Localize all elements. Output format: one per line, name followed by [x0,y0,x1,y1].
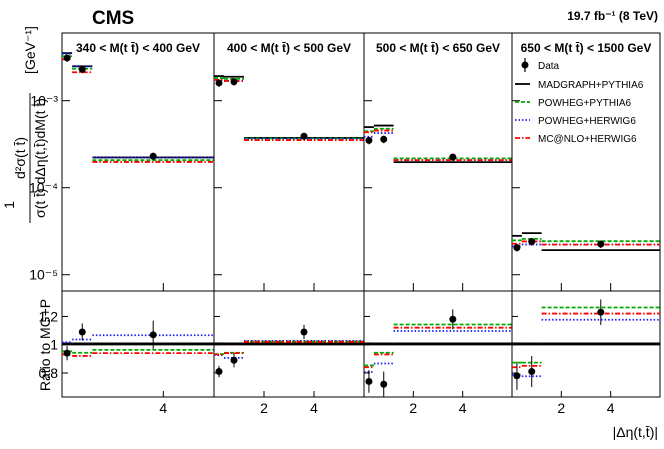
ratio-point [513,372,521,380]
upper-panel-frame [511,32,661,292]
experiment-label: CMS [92,8,134,29]
data-point [63,54,71,62]
luminosity-label: 19.7 fb⁻¹ (8 TeV) [567,9,658,23]
legend-mh-label: MC@NLO+HERWIG6 [538,134,637,145]
lower-y-tick-label: 0.8 [39,365,59,381]
ratio-point [63,349,71,357]
lower-y-tick-label: 1.2 [39,308,59,324]
legend-ph-label: POWHEG+HERWIG6 [538,116,636,127]
data-point [365,136,373,144]
ratio-point [300,328,308,336]
x-tick-label: 2 [260,400,268,416]
data-point [230,78,238,86]
x-tick-label: 4 [459,400,467,416]
data-point [528,238,536,246]
panel-label: 650 < M(t t̄) < 1500 GeV [521,41,652,55]
data-point [78,65,86,73]
data-point [215,79,223,87]
upper-y-tick-label: 10⁻³ [30,93,58,109]
legend: Data MADGRAPH+PYTHIA6 POWHEG+PYTHIA6 POW… [515,58,644,145]
ratio-point [597,308,605,316]
upper-ylabel-unit: [GeV⁻¹] [22,26,38,74]
panel-label: 500 < M(t t̄) < 650 GeV [376,41,500,55]
legend-data-label: Data [538,61,560,72]
x-tick-label: 4 [310,400,318,416]
data-point [597,240,605,248]
legend-data-marker [521,61,529,69]
ratio-point [365,377,373,385]
ratio-point [230,356,238,364]
data-point [513,244,521,252]
data-point [300,132,308,140]
lower-y-tick-label: 1 [50,337,58,353]
plot-area: 340 < M(t t̄) < 400 GeV 4 400 < M(t t̄) < … [29,32,661,416]
upper-ylabel-prefix-group: 1 [1,201,17,209]
x-tick-label: 2 [409,400,417,416]
upper-y-tick-label: 10⁻⁵ [29,267,58,283]
x-tick-label: 2 [557,400,565,416]
ratio-point [215,368,223,376]
data-point [449,153,457,161]
ratio-point [149,331,157,339]
ratio-point [528,368,536,376]
xlabel: |Δη(t,t̄)| [613,424,658,440]
upper-ylabel-prefix: 1 [1,201,17,209]
data-point [380,135,388,143]
x-tick-label: 4 [159,400,167,416]
ratio-point [78,328,86,336]
upper-ylabel-denominator: σ(t t̄) dΔη(t,t̄)dM(t t̄) [32,98,48,218]
legend-pp-label: POWHEG+PYTHIA6 [538,98,632,109]
upper-panel-frame [213,32,365,292]
upper-y-tick-label: 10⁻⁴ [29,180,58,196]
panel-label: 340 < M(t t̄) < 400 GeV [76,41,200,55]
upper-ylabel: d²σ(t t̄) σ(t t̄) dΔη(t,t̄)dM(t t̄) [GeV… [12,26,48,223]
upper-ylabel-numerator: d²σ(t t̄) [12,137,28,179]
ratio-point [380,380,388,388]
data-point [149,152,157,160]
lower-ylabel: Ratio to MG+P [37,299,53,391]
ratio-point [449,315,457,323]
legend-mg-label: MADGRAPH+PYTHIA6 [538,80,644,91]
panel-label: 400 < M(t t̄) < 500 GeV [227,41,351,55]
x-tick-label: 4 [607,400,615,416]
